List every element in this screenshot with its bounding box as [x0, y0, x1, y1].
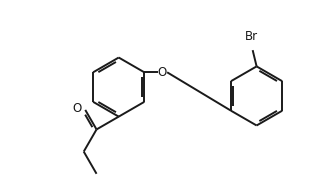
Text: Br: Br	[245, 30, 258, 43]
Text: O: O	[72, 102, 81, 115]
Text: O: O	[158, 66, 167, 79]
